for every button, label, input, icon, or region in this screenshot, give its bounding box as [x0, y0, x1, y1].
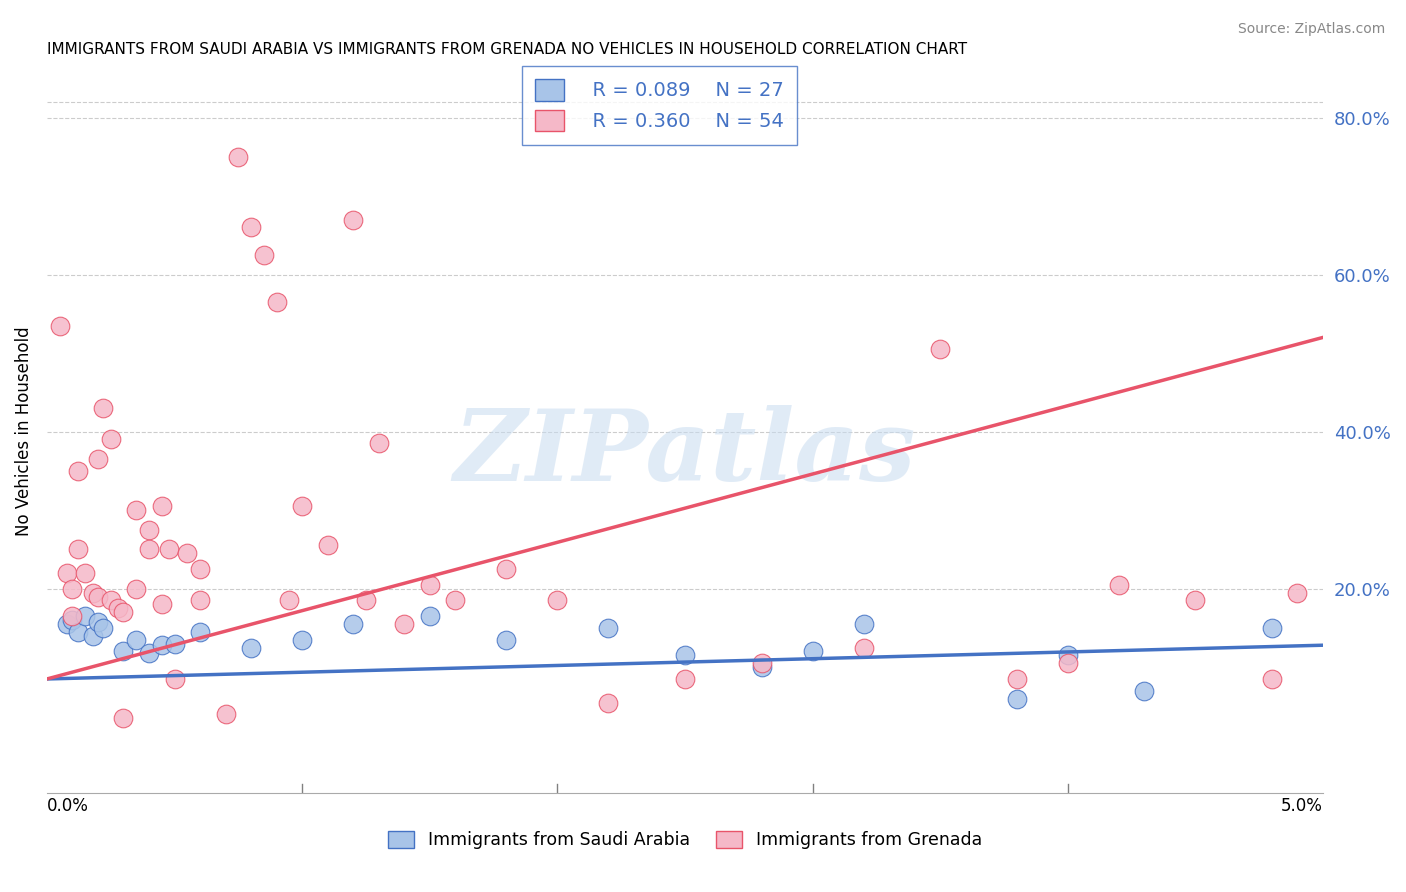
- Point: [87, 615, 110, 629]
- Point: [82, 585, 104, 599]
- Point: [342, 617, 364, 632]
- Point: [1286, 585, 1309, 599]
- Point: [138, 523, 160, 537]
- Point: [125, 582, 148, 596]
- Point: [342, 212, 364, 227]
- Y-axis label: No Vehicles in Household: No Vehicles in Household: [15, 326, 32, 536]
- Point: [929, 342, 952, 356]
- Point: [673, 672, 696, 686]
- Point: [75, 609, 97, 624]
- Point: [751, 660, 773, 674]
- Point: [392, 617, 415, 632]
- Point: [852, 640, 875, 655]
- Point: [62, 582, 84, 596]
- Point: [56, 566, 79, 580]
- Point: [253, 248, 276, 262]
- Point: [751, 657, 773, 671]
- Point: [150, 638, 173, 652]
- Point: [66, 464, 89, 478]
- Point: [291, 500, 314, 514]
- Point: [62, 609, 84, 624]
- Point: [546, 593, 568, 607]
- Text: IMMIGRANTS FROM SAUDI ARABIA VS IMMIGRANTS FROM GRENADA NO VEHICLES IN HOUSEHOLD: IMMIGRANTS FROM SAUDI ARABIA VS IMMIGRAN…: [46, 42, 967, 57]
- Point: [100, 433, 122, 447]
- Point: [673, 648, 696, 663]
- Point: [125, 503, 148, 517]
- Point: [367, 436, 389, 450]
- Point: [62, 613, 84, 627]
- Point: [598, 696, 620, 710]
- Point: [291, 632, 314, 647]
- Point: [852, 617, 875, 632]
- Point: [163, 672, 186, 686]
- Point: [56, 617, 79, 632]
- Point: [240, 220, 263, 235]
- Point: [1056, 657, 1078, 671]
- Point: [419, 578, 441, 592]
- Point: [316, 539, 339, 553]
- Text: 0.0%: 0.0%: [46, 797, 89, 814]
- Point: [1261, 621, 1284, 635]
- Point: [66, 542, 89, 557]
- Point: [188, 562, 211, 576]
- Point: [495, 632, 517, 647]
- Text: ZIPatlas: ZIPatlas: [454, 405, 917, 501]
- Point: [278, 593, 301, 607]
- Point: [444, 593, 467, 607]
- Legend:   R = 0.089    N = 27,   R = 0.360    N = 54: R = 0.089 N = 27, R = 0.360 N = 54: [522, 66, 797, 145]
- Point: [1133, 683, 1156, 698]
- Point: [87, 452, 110, 467]
- Point: [112, 605, 135, 619]
- Point: [91, 401, 114, 415]
- Point: [1005, 691, 1028, 706]
- Point: [66, 624, 89, 639]
- Point: [226, 150, 249, 164]
- Point: [240, 640, 263, 655]
- Point: [495, 562, 517, 576]
- Point: [1005, 672, 1028, 686]
- Point: [163, 637, 186, 651]
- Point: [157, 542, 180, 557]
- Point: [1184, 593, 1206, 607]
- Point: [138, 542, 160, 557]
- Point: [112, 711, 135, 725]
- Point: [188, 593, 211, 607]
- Point: [100, 593, 122, 607]
- Point: [82, 629, 104, 643]
- Point: [801, 644, 824, 658]
- Point: [1261, 672, 1284, 686]
- Point: [150, 598, 173, 612]
- Point: [112, 644, 135, 658]
- Point: [150, 500, 173, 514]
- Point: [598, 621, 620, 635]
- Point: [138, 646, 160, 660]
- Text: 5.0%: 5.0%: [1281, 797, 1323, 814]
- Point: [419, 609, 441, 624]
- Point: [176, 546, 198, 560]
- Point: [266, 295, 288, 310]
- Text: Source: ZipAtlas.com: Source: ZipAtlas.com: [1237, 22, 1385, 37]
- Point: [91, 621, 114, 635]
- Point: [87, 590, 110, 604]
- Point: [214, 707, 236, 722]
- Point: [1056, 648, 1078, 663]
- Point: [107, 601, 129, 615]
- Point: [125, 632, 148, 647]
- Point: [354, 593, 377, 607]
- Point: [48, 318, 70, 333]
- Point: [188, 624, 211, 639]
- Point: [1108, 578, 1130, 592]
- Point: [75, 566, 97, 580]
